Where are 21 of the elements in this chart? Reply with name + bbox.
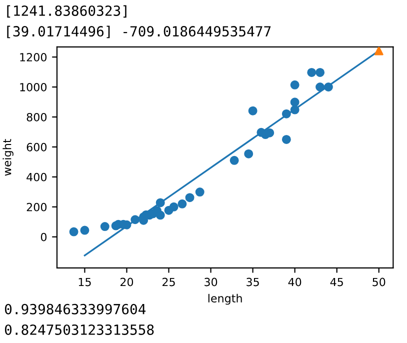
y-tick-label: 200 xyxy=(26,202,47,212)
y-axis-title: weight xyxy=(2,138,14,176)
x-tick-label: 15 xyxy=(78,278,91,286)
x-tick-label: 20 xyxy=(120,278,134,286)
y-tick-label: 400 xyxy=(26,172,47,182)
y-tick-label: 0 xyxy=(40,232,47,242)
y-tick-label: 1200 xyxy=(20,53,47,62)
y-tick-label: 800 xyxy=(26,112,47,122)
x-tick-label: 40 xyxy=(288,278,302,286)
text: [39.01714496] -709.0186449535477 xyxy=(7,26,271,38)
y-tick-label: 1000 xyxy=(20,82,47,92)
y-tick-label: 600 xyxy=(26,142,47,152)
x-tick-label: 45 xyxy=(330,278,343,286)
x-tick-label: 50 xyxy=(372,278,386,286)
x-axis-title: length xyxy=(208,294,242,305)
text: 0.939846333997604 xyxy=(4,304,146,314)
text: [1241.83860323] xyxy=(7,5,126,18)
text: 0.8247503123313558 xyxy=(4,324,154,335)
x-tick-label: 30 xyxy=(204,278,218,286)
x-tick-label: 35 xyxy=(246,278,259,286)
x-tick-label: 25 xyxy=(162,278,175,286)
